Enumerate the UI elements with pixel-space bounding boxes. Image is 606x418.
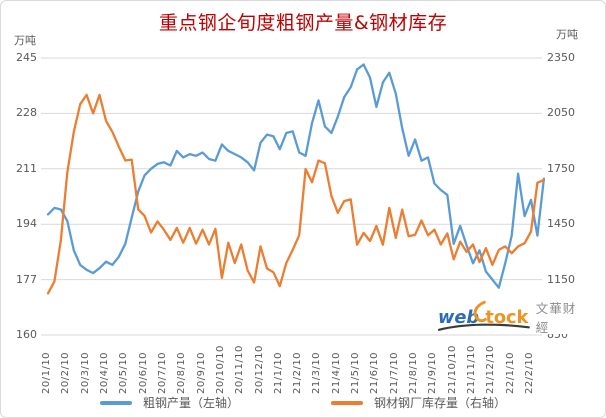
x-axis-tick-label: 21/10/10 bbox=[447, 340, 458, 394]
x-axis-tick-label: 20/9/10 bbox=[196, 340, 207, 394]
inventory-legend-label: 钢材钢厂库存量（右轴） bbox=[374, 394, 506, 411]
logo-s-swoosh-icon bbox=[475, 302, 485, 320]
x-axis-tick-label: 20/10/10 bbox=[215, 340, 226, 394]
x-axis-tick-label: 21/9/10 bbox=[427, 340, 438, 394]
left-axis-tick-label: 160 bbox=[5, 329, 37, 341]
webstock-watermark: web tock 文華财經 bbox=[437, 300, 589, 334]
x-axis-tick-label: 21/1/10 bbox=[273, 340, 284, 394]
x-axis-tick-label: 20/5/10 bbox=[118, 340, 129, 394]
right-axis-tick-label: 1750 bbox=[547, 163, 587, 175]
left-axis-tick-label: 228 bbox=[5, 107, 37, 119]
x-axis-tick-label: 20/8/10 bbox=[176, 340, 187, 394]
x-axis-tick-label: 21/6/10 bbox=[369, 340, 380, 394]
x-axis-tick-label: 20/7/10 bbox=[157, 340, 168, 394]
x-axis-tick-label: 20/3/10 bbox=[80, 340, 91, 394]
x-axis-tick-label: 21/4/10 bbox=[331, 340, 342, 394]
x-axis-tick-label: 20/11/10 bbox=[234, 340, 245, 394]
production-line-series bbox=[48, 65, 544, 288]
inventory-line-swatch bbox=[331, 401, 363, 405]
right-axis-tick-label: 2050 bbox=[547, 107, 587, 119]
legend-item-production: 粗钢产量（左轴） bbox=[100, 394, 239, 411]
inventory-line-series bbox=[48, 95, 544, 294]
legend-item-inventory: 钢材钢厂库存量（右轴） bbox=[331, 394, 506, 411]
production-line-swatch bbox=[100, 401, 132, 405]
x-axis-tick-label: 21/11/10 bbox=[466, 340, 477, 394]
right-axis-tick-label: 1150 bbox=[547, 274, 587, 286]
x-axis-tick-label: 21/8/10 bbox=[408, 340, 419, 394]
x-axis-tick-label: 21/3/10 bbox=[311, 340, 322, 394]
x-axis-tick-label: 21/5/10 bbox=[350, 340, 361, 394]
x-axis-tick-label: 20/2/10 bbox=[60, 340, 71, 394]
webstock-logo: web tock bbox=[437, 300, 532, 334]
x-axis-tick-label: 22/2/10 bbox=[524, 340, 535, 394]
x-axis-tick-label: 21/12/10 bbox=[485, 340, 496, 394]
left-axis-tick-label: 245 bbox=[5, 52, 37, 64]
chart-container: 重点钢企旬度粗钢产量&钢材库存 万吨 万吨 245228211194177160… bbox=[0, 0, 606, 418]
x-axis-tick-label: 20/12/10 bbox=[254, 340, 265, 394]
x-axis-tick-label: 20/4/10 bbox=[99, 340, 110, 394]
left-axis-tick-label: 194 bbox=[5, 218, 37, 230]
x-axis-tick-label: 21/7/10 bbox=[389, 340, 400, 394]
left-axis-tick-label: 211 bbox=[5, 163, 37, 175]
x-axis-tick-label: 22/1/10 bbox=[505, 340, 516, 394]
x-axis-tick-label: 20/6/10 bbox=[138, 340, 149, 394]
chart-legend: 粗钢产量（左轴） 钢材钢厂库存量（右轴） bbox=[1, 394, 605, 411]
production-legend-label: 粗钢产量（左轴） bbox=[143, 394, 239, 411]
right-axis-tick-label: 1450 bbox=[547, 218, 587, 230]
left-axis-tick-label: 177 bbox=[5, 274, 37, 286]
x-axis-tick-label: 21/2/10 bbox=[292, 340, 303, 394]
right-axis-tick-label: 2350 bbox=[547, 52, 587, 64]
x-axis-tick-label: 20/1/10 bbox=[41, 340, 52, 394]
brand-text: 文華财經 bbox=[536, 298, 589, 336]
